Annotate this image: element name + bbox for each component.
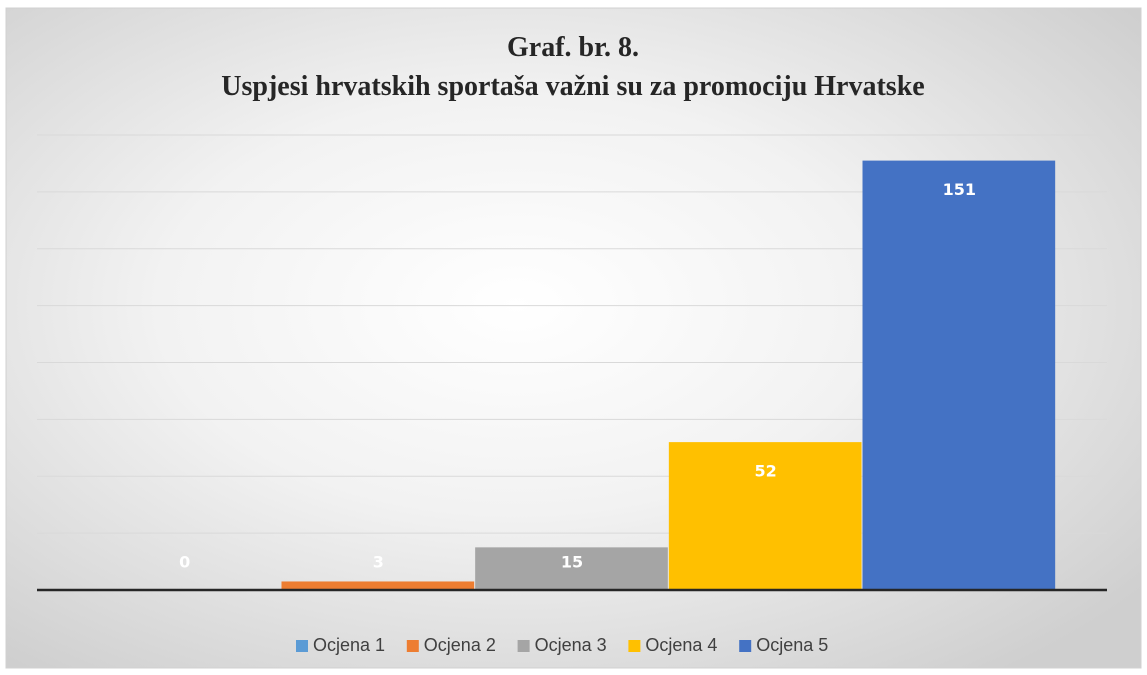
legend-swatch bbox=[406, 640, 419, 652]
legend-swatch bbox=[517, 640, 530, 652]
data-label: 3 bbox=[373, 553, 384, 572]
legend-label: Ocjena 1 bbox=[313, 635, 385, 655]
legend-label: Ocjena 4 bbox=[645, 635, 717, 655]
data-label: 15 bbox=[561, 553, 583, 572]
chart-subtitle: Uspjesi hrvatskih sportaša važni su za p… bbox=[221, 71, 924, 102]
legend-swatch bbox=[296, 640, 308, 652]
legend-swatch bbox=[628, 640, 641, 652]
data-label: 52 bbox=[755, 462, 777, 481]
bar bbox=[862, 160, 1056, 590]
data-label: 151 bbox=[943, 180, 976, 199]
bar bbox=[668, 442, 862, 590]
chart-title: Graf. br. 8. bbox=[507, 32, 639, 63]
data-label: 0 bbox=[179, 553, 190, 572]
legend-label: Ocjena 3 bbox=[535, 635, 607, 655]
legend-label: Ocjena 5 bbox=[756, 635, 828, 655]
legend-swatch bbox=[739, 640, 752, 652]
bar bbox=[281, 581, 475, 590]
legend-label: Ocjena 2 bbox=[424, 635, 496, 655]
bar bbox=[475, 547, 668, 590]
